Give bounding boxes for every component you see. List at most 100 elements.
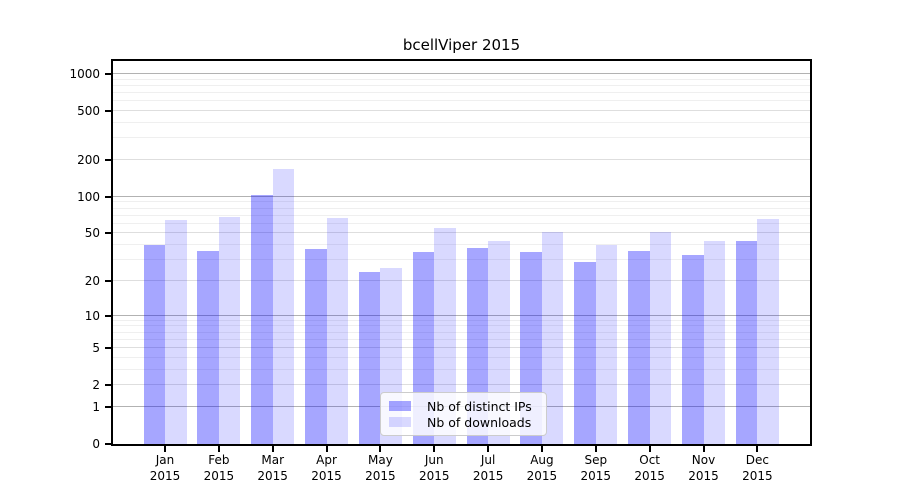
gridline-minor (113, 222, 810, 224)
legend-row-downloads: Nb of downloads (389, 414, 538, 430)
bar-distinct-ips-oct (628, 250, 650, 444)
y-tick-label: 1000 (69, 67, 100, 82)
gridline-major (113, 73, 810, 75)
bar-downloads-oct (649, 232, 672, 444)
gridline-mid (113, 232, 810, 234)
y-tick-mark (105, 405, 111, 408)
gridline-minor (113, 214, 810, 216)
legend-swatch-distinct-ips (389, 401, 411, 411)
y-tick-label: 0 (92, 437, 100, 451)
bar-distinct-ips-apr (305, 249, 327, 444)
x-tick-label: Jul 2015 (472, 453, 504, 483)
x-tick-mark (325, 446, 328, 452)
bar-distinct-ips-feb (197, 250, 219, 444)
gridline-minor (113, 259, 810, 261)
gridline-minor (113, 338, 810, 340)
gridline-minor (113, 368, 810, 370)
gridline-minor (113, 78, 810, 80)
x-tick-mark (433, 446, 436, 452)
bar-downloads-sep (595, 245, 618, 444)
bar-distinct-ips-jan (143, 245, 165, 444)
gridline-minor (113, 325, 810, 327)
y-tick-label: 500 (77, 104, 100, 119)
x-tick-mark (164, 446, 166, 452)
y-tick-label: 2 (92, 378, 100, 393)
y-tick-label: 10 (84, 308, 100, 323)
bar-downloads-jun (434, 228, 456, 444)
bar-downloads-mar (272, 168, 295, 444)
gridline-mid (113, 279, 810, 281)
gridline-minor (113, 100, 810, 102)
x-tick-label: May 2015 (365, 453, 396, 483)
x-tick-label: Mar 2015 (257, 453, 288, 483)
x-tick-label: Oct 2015 (634, 453, 665, 483)
x-tick-mark (594, 446, 597, 452)
y-tick-mark (105, 384, 111, 387)
y-tick-label: 20 (84, 273, 100, 288)
y-tick-label: 1 (92, 399, 100, 414)
x-tick-mark (487, 446, 490, 452)
gridline-minor (113, 319, 810, 321)
y-tick-mark (105, 279, 111, 282)
gridline-minor (113, 92, 810, 94)
bar-downloads-apr (326, 218, 349, 444)
legend: Nb of distinct IPs Nb of downloads (380, 392, 547, 436)
legend-swatch-downloads (389, 417, 411, 427)
bar-downloads-aug (541, 232, 564, 444)
bar-distinct-ips-sep (574, 261, 596, 444)
plot-area (105, 59, 812, 452)
bar-distinct-ips-may (358, 271, 381, 444)
x-tick-mark (702, 446, 705, 452)
x-tick-mark (756, 446, 759, 452)
x-tick-mark (540, 446, 543, 452)
x-tick-label: Nov 2015 (688, 453, 719, 483)
y-tick-mark (105, 232, 111, 235)
y-tick-label: 50 (84, 226, 100, 241)
gridline-major (113, 195, 810, 197)
y-tick-mark (105, 195, 111, 198)
bar-downloads-dec (757, 218, 779, 444)
x-tick-label: Dec 2015 (742, 453, 773, 483)
y-tick-label: 5 (92, 341, 100, 356)
y-tick-label: 200 (77, 153, 100, 168)
bar-distinct-ips-mar (251, 194, 273, 444)
bar-downloads-feb (218, 217, 241, 444)
gridline-minor (113, 207, 810, 209)
x-tick-mark (648, 446, 651, 452)
x-tick-mark (217, 446, 220, 452)
gridline-minor (113, 137, 810, 139)
x-tick-label: Feb 2015 (203, 453, 235, 483)
y-tick-label: 100 (77, 189, 100, 204)
gridline-minor (113, 356, 810, 358)
y-tick-mark (105, 159, 111, 162)
bar-distinct-ips-nov (682, 255, 704, 444)
bar-distinct-ips-dec (735, 241, 758, 444)
y-tick-mark (105, 73, 111, 76)
gridline-mid (113, 347, 810, 349)
gridline-mid (113, 384, 810, 386)
chart-title: bcellViper 2015 (402, 36, 521, 54)
bar-downloads-nov (703, 241, 725, 444)
gridline-major (113, 314, 810, 316)
y-tick-mark (105, 347, 111, 350)
x-tick-label: Jan 2015 (149, 453, 181, 483)
x-tick-label: Jun 2015 (418, 453, 450, 483)
x-tick-label: Sep 2015 (580, 453, 612, 483)
bar-downloads-jan (165, 219, 187, 444)
gridline-minor (113, 84, 810, 86)
legend-row-distinct-ips: Nb of distinct IPs (389, 398, 538, 414)
gridline-minor (113, 201, 810, 203)
x-tick-label: Apr 2015 (311, 453, 342, 483)
x-tick-mark (271, 446, 274, 452)
gridline-minor (113, 244, 810, 246)
y-tick-mark (105, 443, 111, 445)
legend-label-downloads: Nb of downloads (427, 414, 532, 430)
y-tick-mark (105, 314, 111, 317)
x-tick-mark (379, 446, 382, 452)
gridline-mid (113, 159, 810, 161)
gridline-minor (113, 122, 810, 124)
gridline-minor (113, 331, 810, 333)
y-tick-mark (105, 110, 111, 113)
x-tick-label: Aug 2015 (526, 453, 558, 483)
legend-label-distinct-ips: Nb of distinct IPs (427, 398, 532, 414)
